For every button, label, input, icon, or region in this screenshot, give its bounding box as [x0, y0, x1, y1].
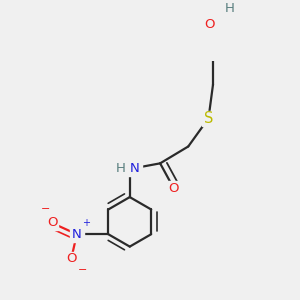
Bar: [66, 252, 77, 266]
Text: N: N: [129, 163, 139, 176]
Bar: [46, 216, 58, 230]
Bar: [204, 18, 215, 32]
Bar: [70, 227, 84, 242]
Text: −: −: [40, 205, 50, 214]
Text: O: O: [204, 19, 215, 32]
Text: S: S: [204, 111, 213, 126]
Bar: [117, 162, 142, 176]
Text: O: O: [66, 253, 76, 266]
Text: N: N: [72, 228, 82, 241]
Text: −: −: [78, 265, 87, 275]
Text: O: O: [168, 182, 179, 195]
Bar: [168, 181, 179, 195]
Text: +: +: [82, 218, 90, 228]
Text: H: H: [116, 163, 126, 176]
Text: O: O: [47, 217, 57, 230]
Bar: [202, 111, 215, 126]
Bar: [224, 2, 236, 15]
Text: H: H: [225, 2, 235, 15]
